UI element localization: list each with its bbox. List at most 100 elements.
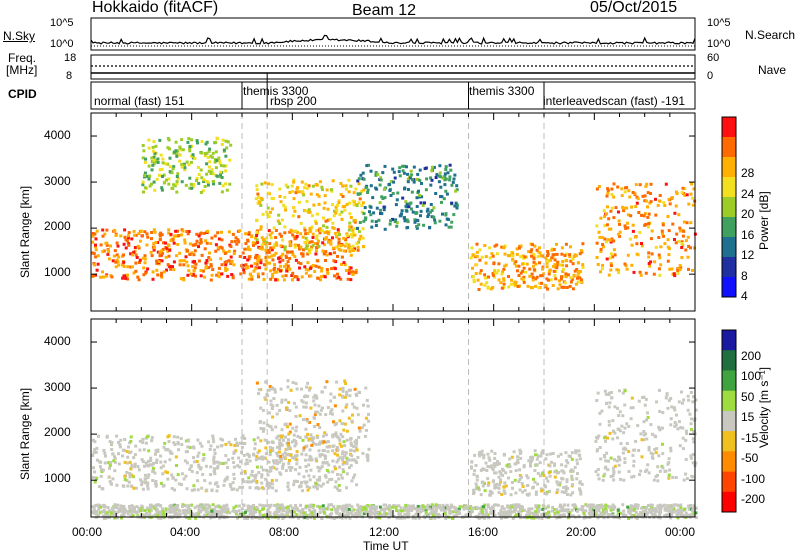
velocity-cell [536,513,539,517]
velocity-cell [311,437,315,440]
velocity-cell [685,513,689,517]
power-cell [265,240,269,244]
velocity-cell [618,458,622,462]
velocity-cell [331,470,335,474]
velocity-cell [338,512,342,516]
velocity-cell [238,465,242,469]
power-cell [181,148,185,152]
velocity-cell [152,467,155,470]
power-cell [391,192,395,195]
velocity-cell [487,516,491,520]
velocity-cell [130,504,134,508]
velocity-cell [348,516,352,520]
power-cell [195,232,199,236]
power-cell [199,191,203,194]
power-cell [152,140,156,144]
velocity-cell [156,503,160,507]
velocity-cell [178,512,182,516]
power-cell [682,220,686,224]
power-cell [512,282,516,286]
velocity-cell [403,516,407,520]
power-cell [644,222,648,226]
velocity-cell [266,486,270,490]
power-cell [519,244,523,248]
power-cell [541,267,545,271]
power-cell [254,197,258,201]
velocity-cell [261,457,265,461]
velocity-cell [521,485,525,488]
velocity-cell [268,385,272,388]
velocity-cell [216,466,219,470]
velocity-cell [466,507,470,511]
power-cell [607,273,611,277]
velocity-cell [490,464,493,468]
velocity-cell [694,398,698,402]
power-cell [138,258,142,262]
velocity-cell [259,439,263,443]
velocity-cell [681,447,685,451]
velocity-cell [292,456,296,460]
power-cell [602,245,605,249]
power-cell [175,190,179,194]
power-cell [426,215,430,218]
power-cell [211,268,215,272]
power-cell [402,171,406,175]
power-cell [186,140,190,144]
velocity-cell [541,504,545,508]
power-cell [356,245,360,249]
power-cell [258,247,262,250]
power-cell [474,272,478,275]
velocity-cell [318,426,322,429]
velocity-cell [517,480,521,484]
power-cell [199,238,203,241]
velocity-cell [595,504,599,508]
velocity-cell [541,513,545,516]
power-cell [411,178,414,182]
velocity-cell [636,506,640,510]
velocity-cell [547,504,550,508]
power-cell [597,185,601,188]
power-cell [158,238,162,242]
power-cell [361,171,365,175]
power-cell [675,232,679,236]
velocity-cell [565,493,569,496]
power-cell [205,151,209,155]
power-colorbar-swatch-7 [722,257,736,278]
velocity-cell [690,417,693,421]
velocity-cell [456,508,460,511]
velocity-cell [682,478,686,482]
velocity-cell [612,471,616,475]
velocity-cell [431,508,435,511]
velocity-cell [306,394,310,398]
power-cell [335,233,339,237]
power-cell [180,148,184,152]
power-cell [539,254,543,258]
power-cell [307,240,311,244]
power-cell [575,268,579,271]
velocity-cell [185,487,189,491]
velocity-cell [478,454,482,458]
velocity-cell [596,514,600,518]
velocity-cell [483,507,487,511]
velocity-cell [173,443,177,447]
power-cell [188,242,192,246]
power-cell [230,273,234,276]
velocity-cell [627,508,631,512]
velocity-cell [294,440,298,444]
velocity-cell [386,512,390,516]
power-cell [124,276,128,280]
power-cell [555,263,559,267]
velocity-cell [632,514,636,517]
power-cell [675,192,679,196]
velocity-cell [561,508,565,512]
power-cell [261,272,265,276]
velocity-cell [534,509,538,513]
velocity-cell [422,505,426,509]
power-cell [195,176,199,180]
velocity-cell [486,505,490,509]
velocity-cell [222,514,226,518]
velocity-cell [513,462,517,466]
velocity-cell [307,437,311,441]
power-cell [200,253,204,257]
power-cell [234,236,238,240]
